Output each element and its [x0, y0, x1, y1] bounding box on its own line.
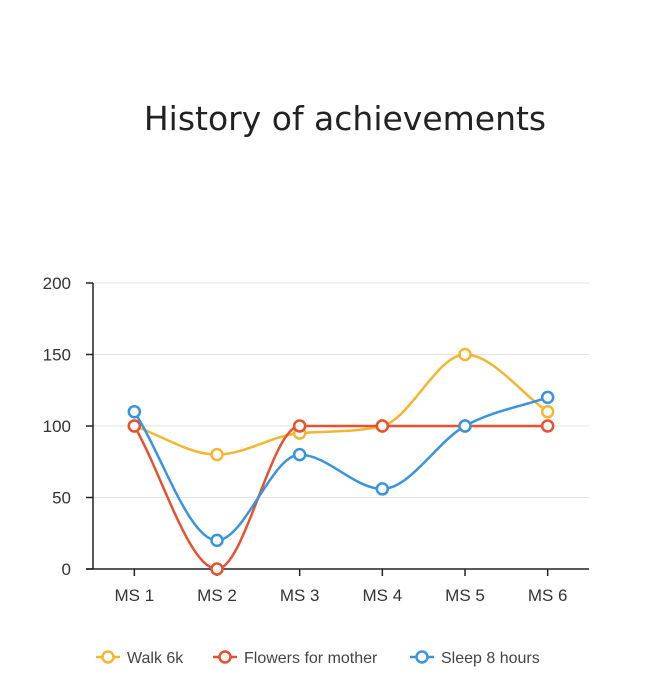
data-point: [458, 419, 472, 433]
data-point: [210, 533, 224, 548]
data-point: [458, 347, 472, 362]
x-tick-label: MS 3: [280, 586, 320, 605]
legend: Walk 6k Flowers for mother Sleep 8 hours: [96, 650, 540, 667]
legend-item: Flowers for mother: [213, 650, 378, 667]
x-tick-label: MS 5: [445, 586, 485, 605]
legend-swatch-marker: [415, 650, 429, 664]
y-tick-label: 0: [62, 560, 71, 579]
legend-label: Walk 6k: [127, 650, 184, 667]
y-tick-label: 50: [52, 489, 71, 508]
series-lines: [127, 347, 555, 576]
series-3: [127, 390, 555, 548]
x-tick-label: MS 1: [114, 586, 154, 605]
y-tick-label: 100: [43, 417, 71, 436]
data-point: [292, 419, 307, 433]
legend-swatch-marker: [101, 650, 115, 664]
data-point: [540, 390, 555, 405]
chart-title: History of achievements: [144, 99, 546, 138]
data-point: [375, 482, 390, 496]
series-1: [127, 347, 555, 462]
legend-item: Walk 6k: [96, 650, 184, 667]
series-line: [133, 353, 549, 456]
legend-label: Flowers for mother: [244, 650, 378, 667]
series-line: [133, 396, 549, 542]
y-axis-ticks: 0 50 100 150 200: [43, 274, 93, 579]
data-point: [540, 419, 555, 433]
data-point: [127, 419, 142, 433]
data-point: [540, 404, 555, 419]
legend-swatch-marker: [218, 650, 232, 664]
y-tick-label: 150: [43, 346, 71, 365]
x-axis-ticks: MS 1 MS 2 MS 3 MS 4 MS 5 MS 6: [114, 569, 568, 605]
data-point: [210, 447, 224, 462]
data-point: [127, 404, 142, 419]
legend-label: Sleep 8 hours: [441, 650, 540, 667]
y-tick-label: 200: [43, 274, 71, 293]
grid-lines: [93, 282, 589, 498]
data-point: [375, 419, 390, 433]
data-point: [292, 447, 307, 462]
data-point: [210, 562, 224, 576]
legend-item: Sleep 8 hours: [410, 650, 540, 667]
x-tick-label: MS 6: [528, 586, 568, 605]
x-tick-label: MS 4: [362, 586, 402, 605]
x-tick-label: MS 2: [197, 586, 237, 605]
